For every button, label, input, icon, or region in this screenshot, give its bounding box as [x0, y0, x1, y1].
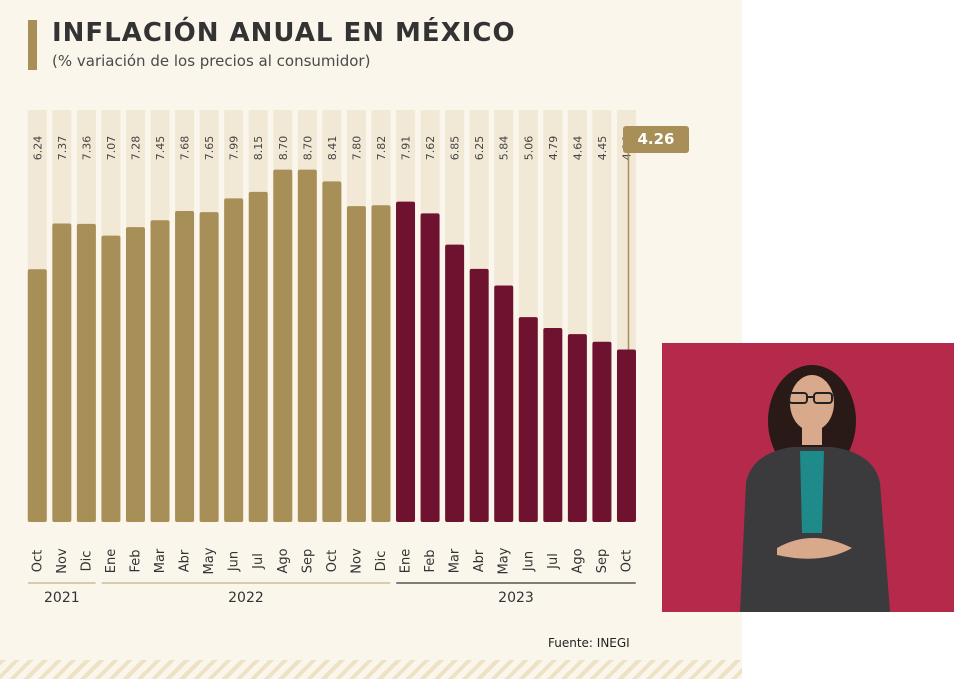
bar	[616, 349, 636, 522]
x-tick-label: May	[202, 547, 217, 574]
bar-value-label: 7.07	[105, 136, 118, 161]
x-tick-label: Mar	[153, 548, 168, 573]
x-tick-label: May	[497, 547, 512, 574]
bar-value-label: 7.68	[179, 136, 192, 161]
x-tick-label: Dic	[374, 551, 389, 572]
bar	[592, 341, 612, 522]
x-tick-label: Oct	[619, 550, 634, 572]
x-tick-label: Ene	[399, 549, 414, 573]
x-tick-label: Jul	[251, 553, 266, 570]
x-tick-label: Jun	[521, 551, 536, 572]
year-group-label: 2021	[44, 590, 80, 606]
bar	[199, 212, 219, 523]
x-tick-label: Jun	[227, 551, 242, 572]
latest-value-callout: 4.26	[623, 126, 689, 153]
bar-value-label: 4.79	[547, 136, 560, 161]
bar	[150, 220, 170, 522]
x-tick-label: Ago	[276, 548, 291, 573]
chart-source: Fuente: INEGI	[548, 636, 630, 650]
bar	[346, 206, 366, 522]
year-group-label: 2023	[498, 590, 534, 606]
bar	[248, 191, 268, 523]
bar-value-label: 7.45	[154, 136, 167, 161]
interpreter-figure	[740, 365, 890, 612]
bar	[175, 210, 195, 522]
bar	[518, 317, 538, 522]
bar	[445, 244, 465, 522]
x-tick-label: Oct	[325, 550, 340, 572]
bar	[567, 334, 587, 522]
bar-value-label: 4.45	[596, 136, 609, 161]
bar	[224, 198, 244, 522]
bar-value-label: 8.41	[326, 136, 339, 161]
x-tick-label: Feb	[128, 549, 143, 572]
bar-value-label: 8.70	[301, 136, 314, 161]
bar-value-label: 7.36	[80, 136, 93, 161]
bar-value-label: 7.80	[350, 136, 363, 161]
bar	[297, 169, 317, 522]
x-tick-label: Abr	[178, 549, 193, 572]
x-tick-label: Mar	[448, 548, 463, 573]
x-tick-label: Ago	[570, 548, 585, 573]
title-accent-bar	[28, 20, 37, 70]
x-tick-label: Feb	[423, 549, 438, 572]
bar	[273, 169, 293, 522]
bar	[27, 269, 47, 522]
year-group-label: 2022	[228, 590, 264, 606]
bar-value-label: 4.64	[571, 136, 584, 161]
bar	[52, 223, 72, 522]
bar	[125, 227, 145, 522]
bar	[396, 201, 416, 522]
bar	[371, 205, 391, 523]
sign-language-interpreter-video	[662, 343, 954, 612]
bar	[420, 213, 440, 522]
x-tick-label: Jul	[546, 553, 561, 570]
chart-subtitle: (% variación de los precios al consumido…	[52, 52, 371, 70]
bar-value-label: 7.82	[375, 136, 388, 161]
bar-value-label: 6.25	[473, 136, 486, 161]
bar-value-label: 5.06	[522, 136, 535, 161]
x-tick-label: Nov	[55, 548, 70, 574]
chart-title: INFLACIÓN ANUAL EN MÉXICO	[52, 18, 516, 48]
bar	[494, 285, 514, 522]
x-tick-label: Sep	[595, 549, 610, 574]
bar-value-label: 8.70	[277, 136, 290, 161]
bar	[101, 235, 121, 523]
bar-value-label: 7.28	[129, 136, 142, 161]
x-tick-label: Dic	[79, 551, 94, 572]
x-tick-label: Nov	[349, 548, 364, 574]
bar	[76, 223, 96, 523]
inflation-bar-chart: 6.24 Oct 7.37 Nov 7.36 Dic 7.07 Ene 7.28 Feb 7.45 M…	[27, 110, 636, 606]
bar	[322, 181, 342, 522]
bar-value-label: 7.62	[424, 136, 437, 161]
bar-value-label: 7.91	[400, 136, 413, 161]
chart-slide: INFLACIÓN ANUAL EN MÉXICO (% variación d…	[0, 0, 742, 679]
x-tick-label: Abr	[472, 549, 487, 572]
bar-value-label: 6.24	[31, 136, 44, 161]
bar-value-label: 7.99	[228, 136, 241, 161]
bar	[543, 328, 563, 522]
bar-value-label: 8.15	[252, 136, 265, 161]
x-tick-label: Oct	[30, 550, 45, 572]
bar-value-label: 7.37	[56, 136, 69, 161]
x-tick-label: Ene	[104, 549, 119, 573]
bar-value-label: 7.65	[203, 136, 216, 161]
bar-value-label: 6.85	[449, 136, 462, 161]
bar	[469, 268, 489, 522]
bar-value-label: 5.84	[498, 136, 511, 161]
decorative-pattern-strip	[0, 660, 742, 679]
x-tick-label: Sep	[300, 549, 315, 574]
